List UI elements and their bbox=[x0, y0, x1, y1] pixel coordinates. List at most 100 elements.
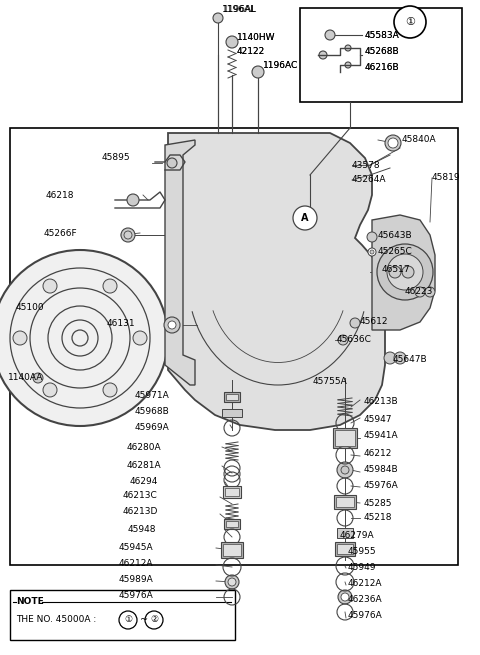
Circle shape bbox=[425, 287, 435, 297]
Text: 42122: 42122 bbox=[237, 48, 265, 56]
Text: THE NO. 45000A :: THE NO. 45000A : bbox=[16, 616, 96, 624]
Text: 45264A: 45264A bbox=[352, 176, 386, 185]
Circle shape bbox=[338, 590, 352, 604]
Circle shape bbox=[252, 66, 264, 78]
Circle shape bbox=[43, 279, 57, 293]
Bar bbox=[337, 544, 353, 554]
Text: 45268B: 45268B bbox=[365, 48, 400, 56]
Text: 46212: 46212 bbox=[364, 449, 392, 458]
Text: 46517: 46517 bbox=[382, 265, 410, 274]
Circle shape bbox=[43, 383, 57, 397]
Circle shape bbox=[103, 279, 117, 293]
Text: 45218: 45218 bbox=[364, 514, 393, 523]
Bar bbox=[225, 488, 239, 496]
Text: 1196AC: 1196AC bbox=[263, 60, 298, 69]
Text: 45941A: 45941A bbox=[364, 432, 398, 441]
Bar bbox=[10, 128, 458, 565]
Text: 45100: 45100 bbox=[16, 303, 45, 312]
Circle shape bbox=[337, 462, 353, 478]
Text: 45265C: 45265C bbox=[378, 246, 413, 255]
Circle shape bbox=[103, 383, 117, 397]
Text: ②: ② bbox=[150, 616, 158, 624]
Bar bbox=[334, 495, 356, 509]
Text: 46212A: 46212A bbox=[119, 559, 154, 567]
Text: 46213B: 46213B bbox=[364, 398, 398, 407]
Circle shape bbox=[13, 331, 27, 345]
Bar bbox=[335, 542, 355, 556]
Circle shape bbox=[377, 244, 433, 300]
Circle shape bbox=[293, 206, 317, 230]
Circle shape bbox=[384, 352, 396, 364]
Circle shape bbox=[121, 228, 135, 242]
Text: 45976A: 45976A bbox=[364, 481, 399, 491]
Text: ~: ~ bbox=[140, 615, 148, 625]
Circle shape bbox=[167, 158, 177, 168]
Circle shape bbox=[370, 250, 374, 254]
Circle shape bbox=[394, 6, 426, 38]
Circle shape bbox=[133, 331, 147, 345]
Circle shape bbox=[33, 373, 43, 383]
Circle shape bbox=[388, 138, 398, 148]
Bar bbox=[222, 409, 242, 417]
Circle shape bbox=[402, 266, 414, 278]
Text: 46281A: 46281A bbox=[127, 460, 162, 470]
Circle shape bbox=[145, 611, 163, 629]
Bar bbox=[223, 544, 241, 556]
Bar bbox=[337, 528, 353, 538]
Text: 46279A: 46279A bbox=[340, 531, 374, 540]
Circle shape bbox=[345, 62, 351, 68]
Text: 46131: 46131 bbox=[107, 318, 136, 328]
Circle shape bbox=[367, 232, 377, 242]
Text: 45755A: 45755A bbox=[313, 377, 348, 386]
Text: A: A bbox=[301, 213, 309, 223]
Circle shape bbox=[341, 466, 349, 474]
Bar bbox=[335, 430, 355, 446]
Circle shape bbox=[325, 30, 335, 40]
Bar bbox=[226, 394, 238, 400]
Circle shape bbox=[226, 36, 238, 48]
Bar bbox=[226, 521, 238, 527]
Text: 45819: 45819 bbox=[432, 174, 461, 183]
Circle shape bbox=[164, 317, 180, 333]
Text: 45895: 45895 bbox=[102, 153, 131, 162]
Text: 45266F: 45266F bbox=[44, 229, 78, 238]
Text: 45643B: 45643B bbox=[378, 231, 413, 240]
Text: 46213D: 46213D bbox=[123, 508, 158, 517]
Bar bbox=[10, 590, 235, 640]
Text: 45969A: 45969A bbox=[135, 422, 170, 432]
Circle shape bbox=[345, 45, 351, 51]
Text: 43578: 43578 bbox=[352, 160, 381, 170]
Circle shape bbox=[319, 51, 327, 59]
Text: 45285: 45285 bbox=[364, 498, 393, 508]
Text: 1140AA: 1140AA bbox=[8, 373, 43, 383]
Text: NOTE: NOTE bbox=[16, 597, 44, 607]
Bar bbox=[224, 392, 240, 402]
Text: 45971A: 45971A bbox=[135, 390, 170, 400]
Text: 1196AL: 1196AL bbox=[222, 5, 256, 14]
Text: 45976A: 45976A bbox=[119, 591, 154, 601]
Text: 45840A: 45840A bbox=[402, 136, 437, 145]
Bar bbox=[336, 497, 354, 507]
Text: 42122: 42122 bbox=[237, 48, 265, 56]
Text: 45955: 45955 bbox=[348, 548, 377, 557]
Text: 45948: 45948 bbox=[128, 525, 156, 534]
Text: 1140HW: 1140HW bbox=[237, 33, 276, 41]
Circle shape bbox=[119, 611, 137, 629]
Circle shape bbox=[394, 352, 406, 364]
Text: 46216B: 46216B bbox=[365, 62, 400, 71]
Bar bbox=[224, 519, 240, 529]
Bar bbox=[223, 486, 241, 498]
Circle shape bbox=[368, 248, 376, 256]
Circle shape bbox=[385, 135, 401, 151]
Text: 45989A: 45989A bbox=[119, 576, 154, 584]
Text: 46223: 46223 bbox=[405, 288, 433, 297]
Text: 45583A: 45583A bbox=[365, 31, 400, 39]
Text: 45968B: 45968B bbox=[135, 407, 170, 417]
Text: 1196AC: 1196AC bbox=[263, 60, 298, 69]
Text: 46212A: 46212A bbox=[348, 580, 383, 588]
Circle shape bbox=[124, 231, 132, 239]
Circle shape bbox=[415, 287, 425, 297]
Circle shape bbox=[341, 593, 349, 601]
Text: ①: ① bbox=[405, 17, 415, 27]
Circle shape bbox=[338, 335, 348, 345]
